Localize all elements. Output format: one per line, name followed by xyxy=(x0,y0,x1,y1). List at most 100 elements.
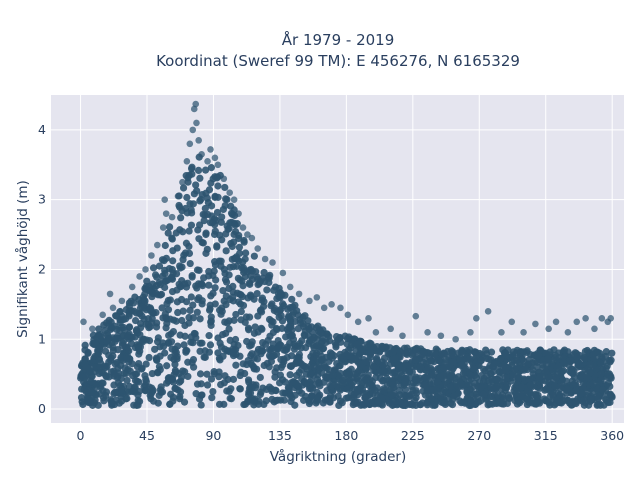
data-point xyxy=(597,359,605,368)
data-point xyxy=(205,332,213,340)
data-point xyxy=(96,343,104,351)
data-point xyxy=(214,182,222,190)
data-point xyxy=(180,341,188,349)
data-point xyxy=(162,210,170,217)
data-point xyxy=(275,313,283,321)
data-point xyxy=(334,371,343,380)
data-point xyxy=(146,391,154,400)
data-point xyxy=(423,401,431,409)
data-point xyxy=(167,390,175,398)
data-point xyxy=(213,243,221,251)
data-point xyxy=(185,249,194,257)
data-point xyxy=(220,175,228,183)
data-point xyxy=(608,349,616,357)
data-point xyxy=(174,308,182,317)
data-point xyxy=(188,163,196,171)
data-point xyxy=(387,325,394,333)
data-point xyxy=(185,227,193,235)
data-point xyxy=(196,174,204,182)
data-point xyxy=(300,323,308,331)
data-point xyxy=(457,380,465,388)
data-point xyxy=(308,336,316,344)
data-point xyxy=(129,299,138,307)
data-point xyxy=(513,356,521,364)
x-tick-label: 45 xyxy=(139,428,155,443)
data-point xyxy=(179,228,187,236)
data-point xyxy=(374,397,382,405)
data-point xyxy=(192,100,200,108)
data-point xyxy=(141,372,149,380)
data-point xyxy=(173,298,181,306)
data-point xyxy=(214,193,222,201)
data-point xyxy=(307,323,316,331)
data-point xyxy=(148,384,156,392)
data-point xyxy=(123,355,131,363)
data-point xyxy=(196,347,204,355)
data-point xyxy=(306,398,314,406)
data-point xyxy=(509,371,517,379)
data-point xyxy=(209,175,217,183)
data-point xyxy=(329,394,338,402)
data-point xyxy=(222,247,230,255)
data-point xyxy=(367,349,375,357)
data-point xyxy=(316,326,324,334)
data-point xyxy=(411,356,419,364)
data-point xyxy=(288,332,296,340)
data-point xyxy=(607,315,615,322)
data-point xyxy=(182,283,191,291)
data-point xyxy=(416,362,425,371)
data-point xyxy=(348,381,356,389)
data-point xyxy=(183,209,191,217)
data-point xyxy=(577,372,586,380)
data-point xyxy=(594,401,602,409)
data-point xyxy=(277,363,285,372)
data-point xyxy=(450,352,458,360)
data-point xyxy=(449,357,457,366)
data-point xyxy=(258,296,266,304)
data-point xyxy=(365,315,372,322)
data-point xyxy=(313,376,322,384)
data-point xyxy=(254,245,262,252)
data-point xyxy=(373,342,381,351)
data-point xyxy=(132,309,140,317)
data-point xyxy=(380,367,388,375)
data-point xyxy=(269,259,276,266)
data-point xyxy=(288,362,296,370)
data-point xyxy=(209,289,217,297)
data-point xyxy=(316,382,324,390)
data-point xyxy=(245,279,254,287)
data-point xyxy=(230,196,238,203)
data-point xyxy=(203,370,211,378)
data-point xyxy=(198,297,206,305)
data-point xyxy=(344,394,352,402)
data-point xyxy=(197,401,205,409)
data-point xyxy=(183,193,191,202)
data-point xyxy=(179,256,187,264)
data-point xyxy=(203,194,211,202)
data-point xyxy=(274,336,282,345)
data-point xyxy=(362,358,370,366)
data-point xyxy=(441,399,449,407)
data-point xyxy=(215,306,224,314)
data-point xyxy=(390,345,399,354)
data-point xyxy=(365,382,374,390)
data-point xyxy=(109,304,117,312)
data-point xyxy=(357,337,365,346)
data-point xyxy=(135,378,143,386)
data-point xyxy=(256,373,264,382)
data-point xyxy=(248,234,256,242)
data-point xyxy=(258,325,266,333)
data-point xyxy=(477,397,485,405)
data-points xyxy=(77,100,616,410)
data-point xyxy=(594,348,602,356)
data-point xyxy=(177,214,185,222)
data-point xyxy=(169,247,177,255)
data-point xyxy=(216,400,224,408)
data-point xyxy=(432,351,440,359)
data-point xyxy=(105,316,113,325)
data-point xyxy=(484,308,492,315)
data-point xyxy=(231,221,239,229)
data-point xyxy=(166,223,174,231)
data-point xyxy=(95,348,103,357)
data-point xyxy=(602,352,610,360)
